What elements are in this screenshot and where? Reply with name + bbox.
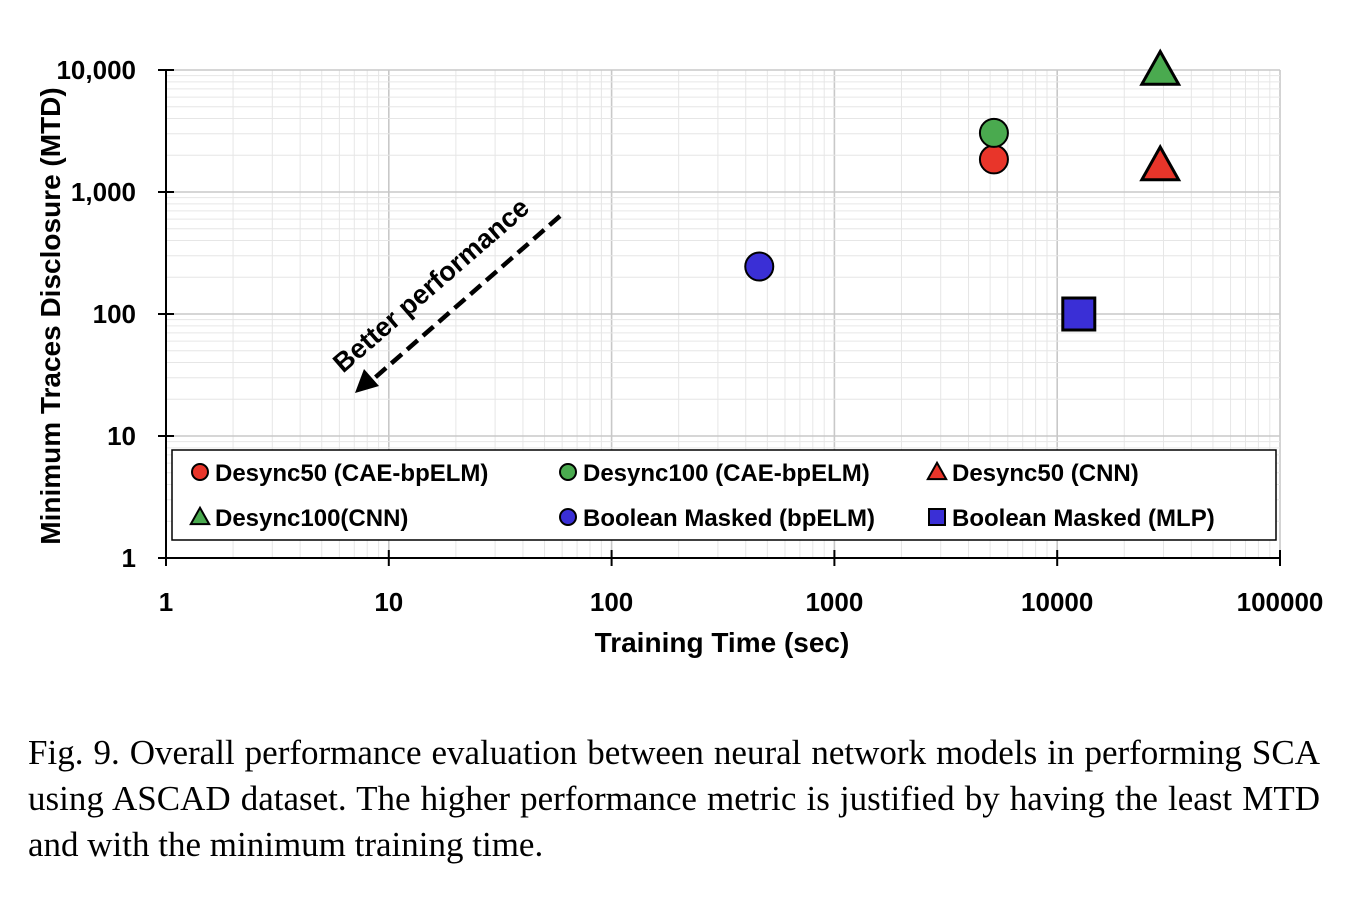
legend-item: Boolean Masked (MLP)	[928, 505, 1215, 532]
x-tick-labels: 1 10 100 1000 10000 100000	[159, 587, 1324, 617]
legend-marker-triangle	[926, 460, 948, 481]
legend-label: Desync100(CNN)	[215, 505, 408, 532]
legend-label: Desync50 (CNN)	[952, 460, 1139, 487]
x-tick-label: 10000	[1021, 587, 1093, 617]
legend-marker-circle	[559, 508, 577, 526]
legend-label: Desync100 (CAE-bpELM)	[583, 460, 870, 487]
legend-marker-triangle	[189, 505, 211, 526]
y-tick-labels: 1 10 100 1,000 10,000	[56, 55, 136, 573]
y-tick-label: 100	[93, 299, 136, 329]
data-point-triangle	[1139, 48, 1182, 86]
x-tick-label: 1	[159, 587, 173, 617]
scatter-chart: 1 10 100 1000 10000 100000 1101001,00010,000 …	[35, 48, 1324, 658]
legend-marker-circle	[559, 463, 577, 481]
legend-item: Desync100(CNN)	[189, 505, 408, 532]
y-tick-label: 10	[107, 421, 136, 451]
x-tick-label: 100	[590, 587, 633, 617]
figure-caption: Fig. 9. Overall performance evaluation b…	[28, 733, 1320, 864]
legend-item: Desync50 (CNN)	[926, 460, 1139, 487]
legend-label: Boolean Masked (bpELM)	[583, 505, 875, 532]
y-axis-title: Minimum Traces Disclosure (MTD)	[35, 87, 66, 544]
legend-marker-square	[928, 508, 946, 526]
y-tick-label: 1,000	[71, 177, 136, 207]
x-tick-label: 10	[374, 587, 403, 617]
legend-item: Boolean Masked (bpELM)	[559, 505, 875, 532]
legend-box	[171, 449, 1277, 541]
x-tick-label: 100000	[1237, 587, 1324, 617]
data-point-square	[1061, 296, 1097, 332]
x-axis-title: Training Time (sec)	[595, 627, 850, 658]
legend-label: Desync50 (CAE-bpELM)	[215, 460, 488, 487]
data-point-circle	[978, 117, 1009, 148]
legend-marker-circle	[191, 463, 209, 481]
y-tick-label: 1	[122, 543, 136, 573]
annotation-arrow-shaft	[368, 214, 562, 384]
axes	[158, 69, 1281, 566]
data-points	[744, 48, 1182, 332]
legend-item: Desync50 (CAE-bpELM)	[191, 460, 488, 487]
legend-label: Boolean Masked (MLP)	[952, 505, 1215, 532]
legend: Desync50 (CAE-bpELM) Desync100 (CAE-bpELM…	[171, 449, 1277, 541]
y-tick-label: 10,000	[56, 55, 136, 85]
legend-item: Desync100 (CAE-bpELM)	[559, 460, 870, 487]
annotation-arrowhead	[355, 369, 379, 393]
x-tick-label: 1000	[805, 587, 863, 617]
data-point-circle	[744, 251, 775, 282]
data-point-circle	[978, 144, 1009, 175]
data-point-triangle	[1139, 143, 1182, 182]
